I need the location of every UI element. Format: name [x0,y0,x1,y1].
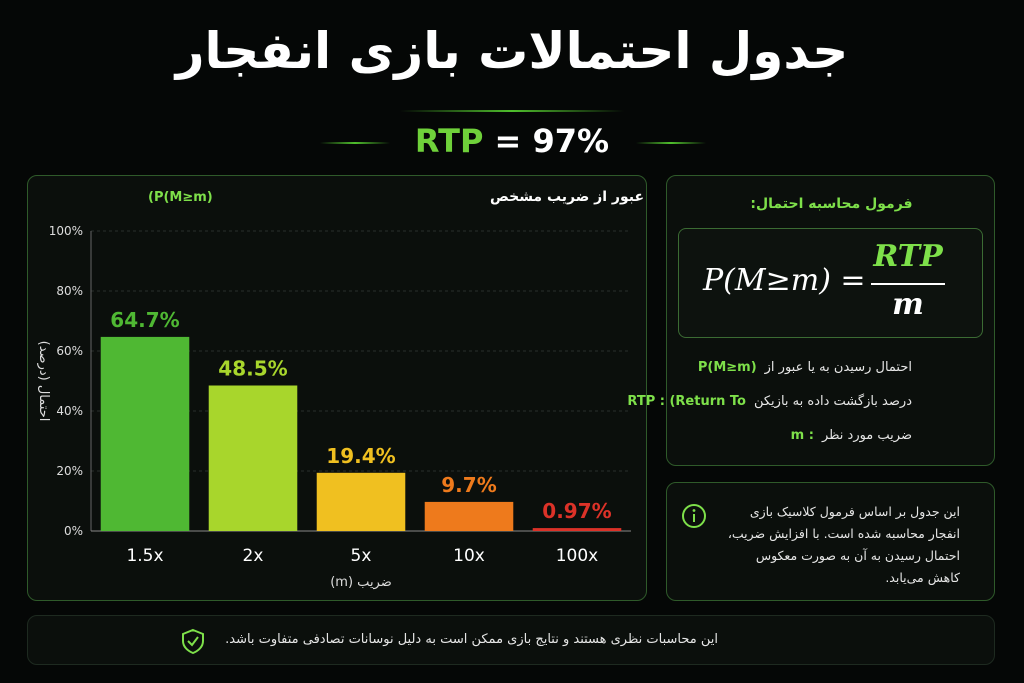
x-tick-label: 10x [453,546,485,566]
x-axis-label: ضریب (m) [330,575,392,590]
value-label: 0.97% [542,499,611,523]
value-label: 48.5% [218,357,287,381]
fraction-bar [871,283,945,285]
divider-glow [400,110,624,112]
chart-title-note: (P(M≥m) [148,190,213,205]
formula-denominator: m [892,287,924,322]
bar [316,472,406,531]
y-tick-label: 60% [56,344,83,358]
footer-panel: این محاسبات نظری هستند و نتایج بازی ممکن… [27,615,995,665]
chart: احتمال رسیدن به یا عبور از ضریب مشخص (P(M… [36,189,646,590]
footer-text: این محاسبات نظری هستند و نتایج بازی ممکن… [225,632,718,647]
bar [208,385,298,531]
chart-panel: احتمال رسیدن به یا عبور از ضریب مشخص (P(M… [27,175,647,601]
y-tick-label: 100% [49,224,83,238]
definition-symbol: RTP : (Return To [627,394,746,409]
value-label: 19.4% [326,444,395,468]
formula-lhs: P(M≥m) = [703,263,866,298]
y-tick-label: 40% [56,404,83,418]
shield-icon [182,628,204,654]
y-axis-label: احتمال (درصد) [36,341,51,422]
formula-heading: فرمول محاسبه احتمال: [750,196,913,212]
formula-numerator: RTP [873,239,943,274]
rtp-value: = 97% [494,122,610,160]
bar [100,336,190,531]
divider-right [636,142,706,144]
bar [424,501,514,531]
value-label: 64.7% [110,308,179,332]
definition-text: احتمال رسیدن به یا عبور از [764,360,912,375]
definition-symbol: m : [790,428,814,443]
y-tick-label: 20% [56,464,83,478]
definition-symbol: P(M≥m) [697,360,757,375]
rtp-line: RTP = 97% [0,122,1024,160]
value-label: 9.7% [441,473,496,497]
info-text: این جدول بر اساس فرمول کلاسیک بازی انفجا… [727,504,960,585]
x-tick-label: 100x [556,546,599,566]
chart-title: احتمال رسیدن به یا عبور از ضریب مشخص [490,189,646,205]
y-tick-label: 80% [56,284,83,298]
rtp-label: RTP [414,122,484,160]
bar [532,528,622,531]
y-tick-label: 0% [64,524,83,538]
x-tick-label: 1.5x [126,546,163,566]
definition-row: ضریب مورد نظر m : [612,428,912,443]
page-title: جدول احتمالات بازی انفجار [175,22,849,80]
info-icon [682,504,706,528]
divider-left [320,142,390,144]
definitions: احتمال رسیدن به یا عبور از P(M≥m) درصد باز… [627,360,912,450]
definition-row: احتمال رسیدن به یا عبور از P(M≥m) [612,360,912,375]
info-panel: این جدول بر اساس فرمول کلاسیک بازی انفجا… [666,482,995,601]
x-tick-label: 2x [243,546,264,566]
definition-row: درصد بازگشت داده به بازیکن RTP : (Return … [612,394,912,409]
definition-text: ضریب مورد نظر [821,428,912,443]
definition-text: درصد بازگشت داده به بازیکن [753,394,912,409]
x-tick-label: 5x [351,546,372,566]
formula-box: P(M≥m) = RTP m [678,228,983,338]
